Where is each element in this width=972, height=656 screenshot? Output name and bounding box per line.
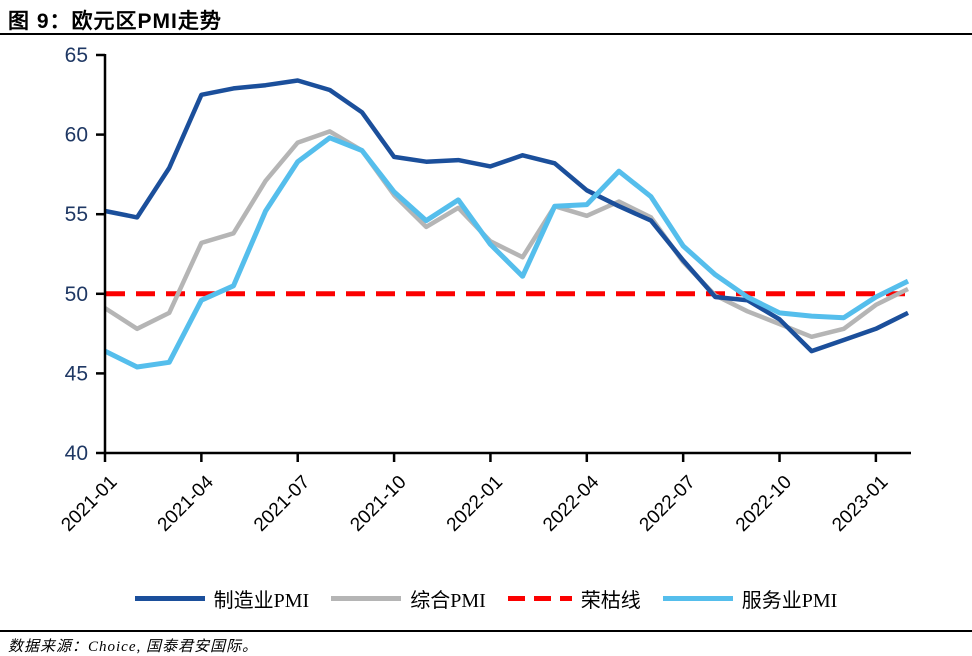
pmi-line-chart: 40 45 50 55 60 65 2021-01 2021-04 2021-07 2021-10… xyxy=(57,44,911,536)
legend-label: 综合PMI xyxy=(410,590,486,612)
figure-title-bar: 图 9：欧元区PMI走势 xyxy=(0,0,972,35)
legend-label: 服务业PMI xyxy=(741,590,838,612)
manufacturing-line-swatch-icon xyxy=(134,596,205,601)
y-tick-label: 40 xyxy=(65,442,88,465)
threshold-dashed-swatch-icon xyxy=(507,596,572,601)
legend-item-services-pmi: 服务业PMI xyxy=(662,584,838,613)
y-tick-label: 45 xyxy=(65,362,88,385)
x-tick-label: 2022-10 xyxy=(732,472,796,536)
y-tick-label: 50 xyxy=(65,283,88,306)
x-tick-label: 2022-01 xyxy=(443,472,507,536)
x-tick-label: 2021-01 xyxy=(57,472,121,536)
line-services-pmi xyxy=(103,135,910,370)
legend-label: 荣枯线 xyxy=(580,590,641,612)
source-note: 数据来源：Choice, 国泰君安国际。 xyxy=(8,639,258,655)
x-tick-label: 2021-04 xyxy=(154,471,218,535)
composite-line-swatch-icon xyxy=(331,596,402,601)
x-tick-label: 2023-01 xyxy=(828,472,892,536)
y-tick-label: 60 xyxy=(65,124,88,147)
line-composite-pmi xyxy=(103,129,909,340)
y-tick-label: 65 xyxy=(65,44,88,67)
x-tick-label: 2022-04 xyxy=(539,471,603,535)
source-note-bar: 数据来源：Choice, 国泰君安国际。 xyxy=(0,630,972,655)
line-manufacturing-pmi xyxy=(104,78,909,354)
x-tick-label: 2021-10 xyxy=(346,472,410,536)
legend-item-manufacturing-pmi: 制造业PMI xyxy=(134,584,310,613)
y-tick-label: 55 xyxy=(65,203,88,226)
legend-item-composite-pmi: 综合PMI xyxy=(331,584,486,613)
x-tick-label: 2022-07 xyxy=(636,472,700,536)
figure-title: 图 9：欧元区PMI走势 xyxy=(8,10,222,33)
legend-label: 制造业PMI xyxy=(213,590,310,612)
chart-legend: 制造业PMI 综合PMI 荣枯线 服务业PMI xyxy=(0,584,972,613)
legend-item-threshold: 荣枯线 xyxy=(507,584,641,613)
services-line-swatch-icon xyxy=(662,596,733,601)
x-tick-label: 2021-07 xyxy=(250,472,314,536)
